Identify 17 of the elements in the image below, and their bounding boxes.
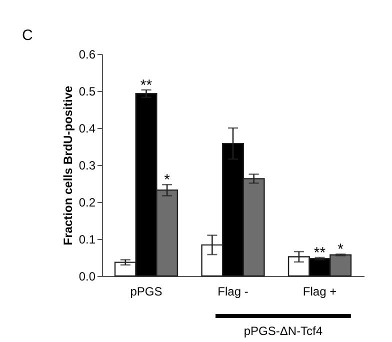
y-tick-label: 0.4 bbox=[78, 122, 96, 136]
annotation: * bbox=[338, 241, 344, 258]
x-tick-label: Flag - bbox=[218, 284, 248, 298]
y-axis-title: Fraction cells BrdU-positive bbox=[60, 85, 75, 246]
x-tick-label: pPGS bbox=[130, 284, 162, 298]
y-tick-label: 0.1 bbox=[78, 232, 96, 246]
x-tick-label: Flag + bbox=[302, 284, 337, 298]
y-tick-label: 0.5 bbox=[78, 84, 96, 98]
text: pPGS-ΔN-Tcf4 bbox=[244, 324, 323, 338]
y-tick-label: 0.2 bbox=[78, 196, 96, 210]
annotation: ** bbox=[314, 244, 326, 262]
text: C bbox=[22, 27, 33, 44]
annotation: ** bbox=[140, 76, 152, 94]
annotation: * bbox=[164, 172, 170, 189]
y-tick-label: 0.3 bbox=[78, 158, 96, 172]
y-tick-label: 0.0 bbox=[78, 270, 96, 284]
y-tick-label: 0.6 bbox=[78, 48, 96, 62]
